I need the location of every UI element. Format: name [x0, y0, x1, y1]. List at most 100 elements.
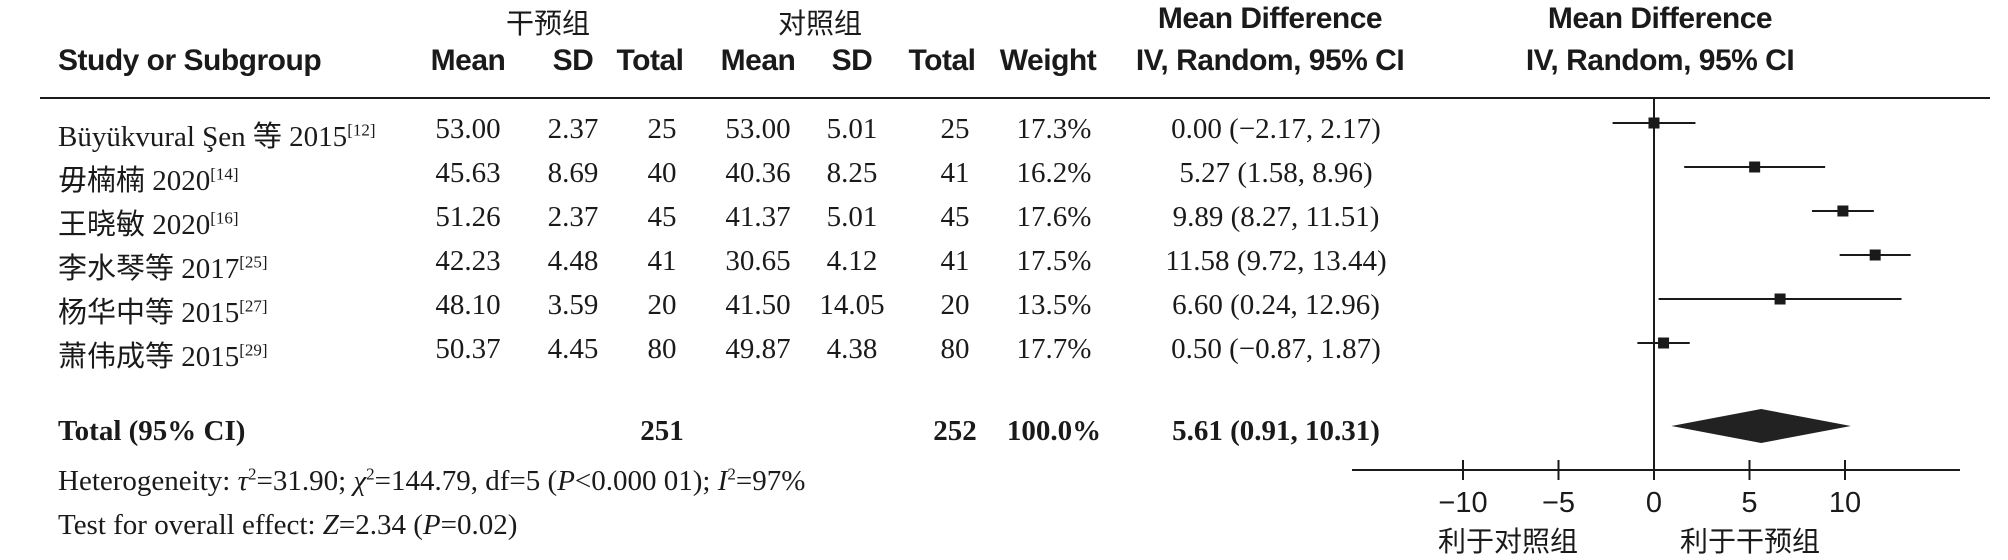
study-name: 杨华中等 2015[27] [58, 289, 268, 331]
g1-mean-cell: 42.23 [435, 245, 501, 277]
effect-square [1749, 161, 1761, 173]
md-ci-cell: 0.00 (−2.17, 2.17) [1171, 113, 1381, 145]
g1-total-cell: 20 [647, 289, 677, 321]
g1-mean-header: Mean [430, 44, 506, 77]
weight-cell: 17.5% [1016, 245, 1092, 277]
g2-total-header: Total [908, 44, 976, 77]
g2-sd-cell: 8.25 [826, 157, 878, 189]
weight-cell: 17.3% [1016, 113, 1092, 145]
g1-sd-cell: 2.37 [547, 113, 599, 145]
g2-mean-header: Mean [720, 44, 796, 77]
effect-square [1869, 249, 1881, 261]
study-label: 毋楠楠 2020 [58, 165, 211, 197]
total-n2: 252 [933, 415, 977, 447]
study-label: 杨华中等 2015 [58, 297, 240, 329]
study-name: 毋楠楠 2020[14] [58, 157, 239, 199]
g1-sd-cell: 8.69 [547, 157, 599, 189]
favours-intervention-label: 利于干预组 [1679, 525, 1821, 558]
g1-total-cell: 40 [647, 157, 677, 189]
g1-total-cell: 41 [647, 245, 677, 277]
x-tick-label: 5 [1741, 487, 1757, 519]
study-label: Büyükvural Şen 等 2015 [58, 121, 348, 153]
g2-sd-header: SD [831, 44, 873, 77]
control-group-header: 对照组 [777, 7, 863, 40]
g1-sd-cell: 2.37 [547, 201, 599, 233]
effect-square [1837, 205, 1849, 217]
heterogeneity-text: Heterogeneity: τ2=31.90; χ2=144.79, df=5… [58, 464, 806, 497]
study-name: 李水琴等 2017[25] [58, 245, 268, 287]
md-ci-cell: 9.89 (8.27, 11.51) [1172, 201, 1380, 233]
weight-cell: 16.2% [1016, 157, 1092, 189]
g2-total-cell: 80 [940, 333, 970, 365]
md-ci-cell: 6.60 (0.24, 12.96) [1172, 289, 1380, 321]
study-ref: [25] [239, 252, 268, 272]
g1-sd-cell: 3.59 [547, 289, 599, 321]
total-label: Total (95% CI) [58, 415, 246, 447]
g2-total-cell: 41 [940, 245, 970, 277]
favours-control-label: 利于对照组 [1437, 525, 1579, 558]
study-label: 萧伟成等 2015 [58, 341, 240, 373]
effect-square [1658, 337, 1670, 349]
x-tick-label: 0 [1646, 487, 1662, 519]
intervention-group-header: 干预组 [505, 7, 591, 40]
g1-mean-cell: 48.10 [435, 289, 501, 321]
study-name: 王晓敏 2020[16] [58, 201, 239, 243]
x-tick-label: 10 [1829, 487, 1861, 519]
g1-sd-header: SD [552, 44, 594, 77]
x-tick-label: −10 [1438, 487, 1487, 519]
total-ci: 5.61 (0.91, 10.31) [1172, 415, 1380, 447]
g1-mean-cell: 53.00 [435, 113, 501, 145]
study-name: Büyükvural Şen 等 2015[12] [58, 113, 376, 155]
md-column-method: IV, Random, 95% CI [1135, 44, 1405, 77]
g1-total-cell: 45 [647, 201, 677, 233]
study-label: 王晓敏 2020 [58, 209, 211, 241]
g2-total-cell: 25 [940, 113, 970, 145]
g2-sd-cell: 14.05 [819, 289, 885, 321]
weight-cell: 17.7% [1016, 333, 1092, 365]
g1-total-header: Total [616, 44, 684, 77]
g2-mean-cell: 53.00 [725, 113, 791, 145]
weight-header: Weight [999, 44, 1097, 77]
study-label: 李水琴等 2017 [58, 253, 240, 285]
g2-sd-cell: 4.12 [826, 245, 878, 277]
effect-square [1648, 117, 1660, 129]
overall-effect-text: Test for overall effect: Z=2.34 (P=0.02) [58, 509, 518, 541]
g2-mean-cell: 30.65 [725, 245, 791, 277]
g2-mean-cell: 41.37 [725, 201, 791, 233]
weight-cell: 17.6% [1016, 201, 1092, 233]
header-rule [40, 97, 1990, 99]
g2-mean-cell: 49.87 [725, 333, 791, 365]
md-column-title: Mean Difference [1157, 2, 1383, 35]
g1-mean-cell: 45.63 [435, 157, 501, 189]
g2-mean-cell: 41.50 [725, 289, 791, 321]
g1-sd-cell: 4.48 [547, 245, 599, 277]
effect-square [1774, 293, 1786, 305]
g2-total-cell: 20 [940, 289, 970, 321]
g2-total-cell: 45 [940, 201, 970, 233]
study-ref: [14] [210, 164, 239, 184]
md-ci-cell: 5.27 (1.58, 8.96) [1179, 157, 1373, 189]
g1-total-cell: 80 [647, 333, 677, 365]
g2-total-cell: 41 [940, 157, 970, 189]
study-name: 萧伟成等 2015[29] [58, 333, 268, 375]
md-ci-cell: 11.58 (9.72, 13.44) [1165, 245, 1387, 277]
study-ref: [16] [210, 208, 239, 228]
weight-cell: 13.5% [1016, 289, 1092, 321]
g1-total-cell: 25 [647, 113, 677, 145]
total-n1: 251 [640, 415, 684, 447]
study-ref: [29] [239, 340, 268, 360]
md-plot-method: IV, Random, 95% CI [1525, 44, 1795, 77]
g2-sd-cell: 5.01 [826, 113, 878, 145]
x-tick-label: −5 [1542, 487, 1575, 519]
study-ref: [12] [347, 120, 376, 140]
g1-mean-cell: 51.26 [435, 201, 501, 233]
study-ref: [27] [239, 296, 268, 316]
md-plot-title: Mean Difference [1547, 2, 1773, 35]
study-column-header: Study or Subgroup [58, 44, 322, 77]
total-weight: 100.0% [1006, 415, 1102, 447]
pooled-diamond [1671, 409, 1851, 443]
g2-mean-cell: 40.36 [725, 157, 791, 189]
g1-sd-cell: 4.45 [547, 333, 599, 365]
g2-sd-cell: 4.38 [826, 333, 878, 365]
